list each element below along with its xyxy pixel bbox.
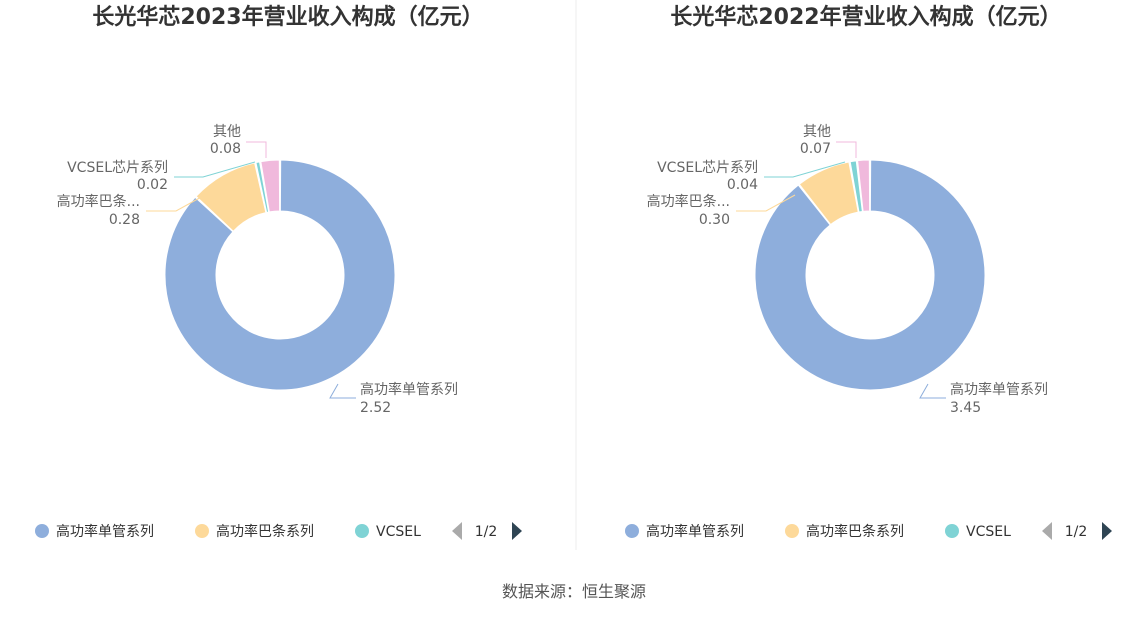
chart-title: 长光华芯2023年营业收入构成（亿元） [92, 4, 483, 30]
legend-marker [625, 524, 639, 538]
chart-panel-2022: 长光华芯2022年营业收入构成（亿元）高功率单管系列3.45高功率巴条...0.… [625, 4, 1112, 540]
slice-value-label: 0.04 [727, 177, 758, 193]
data-source-note: 数据来源：恒生聚源 [501, 582, 646, 601]
pie-slice-3[interactable] [849, 160, 863, 213]
label-leader-line [246, 141, 267, 158]
legend-page-indicator: 1/2 [475, 524, 498, 540]
pie-slice-2[interactable] [798, 161, 859, 226]
legend-entry[interactable]: 高功率巴条系列 [216, 523, 314, 540]
label-leader-line [919, 383, 946, 399]
legend-marker [945, 524, 959, 538]
label-leader-line [146, 194, 206, 212]
legend-entry[interactable]: VCSEL [966, 524, 1011, 540]
legend-entry[interactable]: 高功率单管系列 [646, 523, 744, 540]
legend-entry[interactable]: VCSEL [376, 524, 421, 540]
slice-name-label: 高功率巴条... [647, 193, 730, 210]
legend-marker [355, 524, 369, 538]
pie-slice-1[interactable] [164, 159, 396, 391]
slice-name-label: 高功率巴条... [57, 193, 140, 210]
slice-name-label: VCSEL芯片系列 [67, 160, 168, 176]
label-leader-line [174, 161, 256, 178]
slice-value-label: 0.30 [699, 212, 730, 228]
slice-name-label: 高功率单管系列 [360, 381, 458, 398]
legend-prev-arrow-icon[interactable] [1042, 522, 1052, 540]
pie-slice-1[interactable] [754, 159, 986, 391]
slice-value-label: 3.45 [950, 400, 981, 416]
chart-title: 长光华芯2022年营业收入构成（亿元） [670, 4, 1061, 30]
pie-slice-3[interactable] [255, 161, 270, 214]
legend-marker [35, 524, 49, 538]
legend-prev-arrow-icon[interactable] [452, 522, 462, 540]
legend-next-arrow-icon[interactable] [1102, 522, 1112, 540]
pie-slice-2[interactable] [195, 162, 267, 232]
slice-value-label: 0.08 [210, 141, 241, 157]
chart-panel-2023: 长光华芯2023年营业收入构成（亿元）高功率单管系列2.52高功率巴条...0.… [35, 4, 522, 540]
slice-value-label: 0.28 [109, 212, 140, 228]
legend-next-arrow-icon[interactable] [512, 522, 522, 540]
label-leader-line [736, 194, 796, 212]
slice-name-label: 高功率单管系列 [950, 381, 1048, 398]
pie-slice-4[interactable] [260, 159, 281, 213]
slice-value-label: 2.52 [360, 400, 391, 416]
pie-slice-4[interactable] [857, 159, 871, 212]
legend-page-indicator: 1/2 [1065, 524, 1088, 540]
legend-marker [195, 524, 209, 538]
label-leader-line [329, 383, 356, 399]
label-leader-line [836, 141, 857, 158]
slice-name-label: 其他 [213, 124, 241, 140]
legend-entry[interactable]: 高功率单管系列 [56, 523, 154, 540]
label-leader-line [764, 161, 846, 178]
slice-name-label: 其他 [803, 124, 831, 140]
slice-name-label: VCSEL芯片系列 [657, 160, 758, 176]
legend-marker [785, 524, 799, 538]
legend-entry[interactable]: 高功率巴条系列 [806, 523, 904, 540]
slice-value-label: 0.02 [137, 177, 168, 193]
slice-value-label: 0.07 [800, 141, 831, 157]
